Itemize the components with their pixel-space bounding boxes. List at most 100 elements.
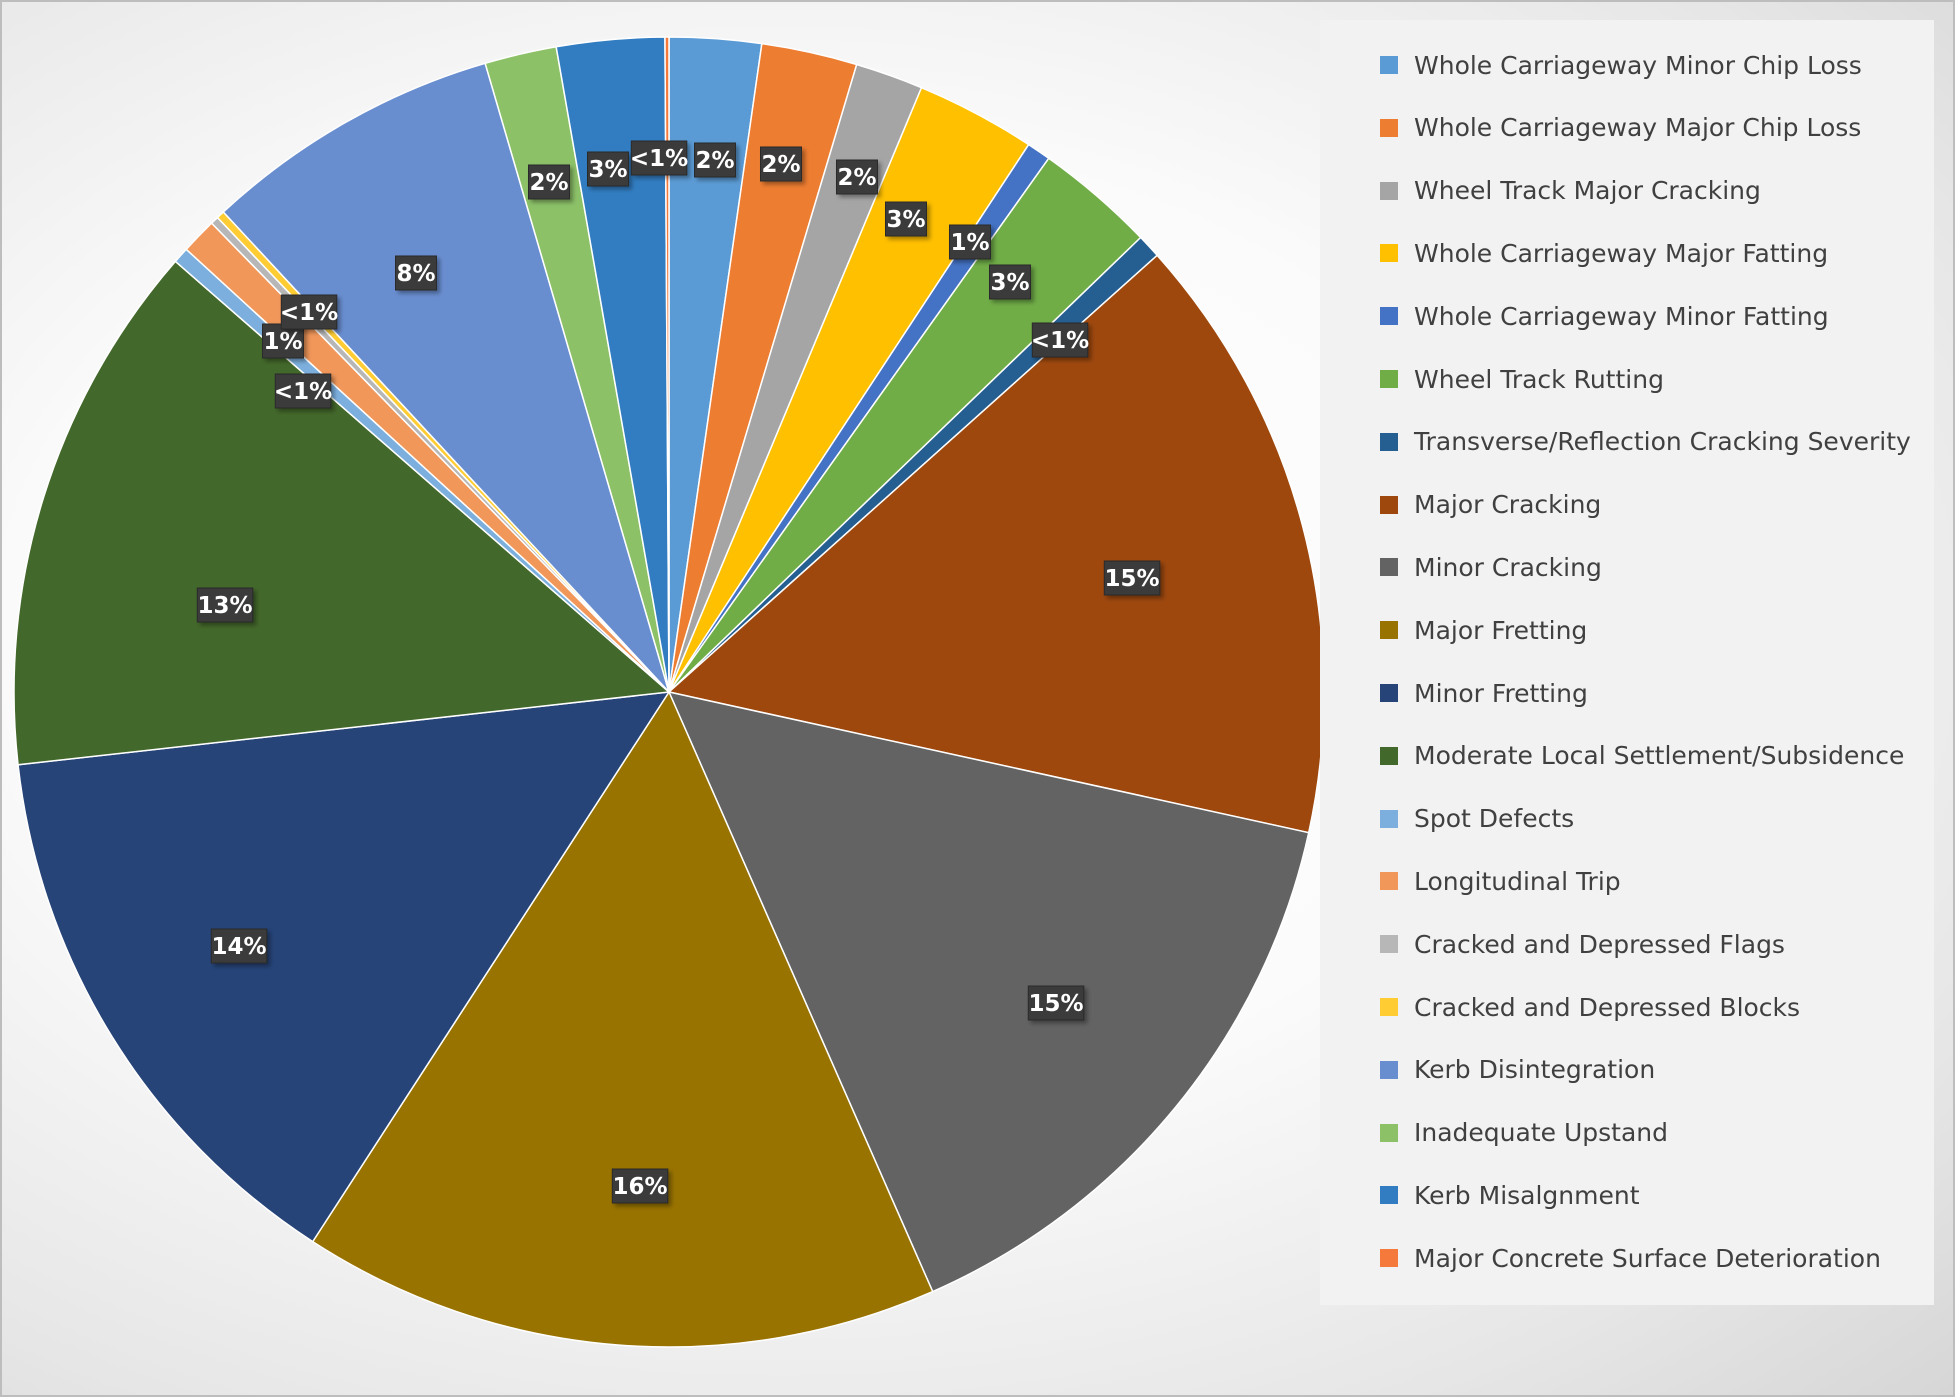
legend-item-12: Spot Defects bbox=[1380, 799, 1574, 839]
data-label-10: 14% bbox=[210, 928, 268, 964]
data-label-box bbox=[1103, 560, 1161, 596]
data-label-box bbox=[395, 255, 437, 291]
legend-label: Wheel Track Rutting bbox=[1414, 364, 1664, 394]
data-label-box bbox=[262, 323, 304, 359]
legend-label: Kerb Disintegration bbox=[1414, 1055, 1656, 1085]
data-label-6: <1% bbox=[1031, 322, 1089, 358]
data-label-text: 1% bbox=[263, 329, 302, 355]
data-label-box bbox=[528, 164, 570, 200]
legend-item-2: Wheel Track Major Cracking bbox=[1380, 171, 1761, 211]
legend-item-6: Transverse/Reflection Cracking Severity bbox=[1380, 422, 1911, 462]
data-label-text: <1% bbox=[1031, 328, 1089, 354]
legend-label: Whole Carriageway Minor Chip Loss bbox=[1414, 50, 1862, 80]
legend-item-7: Major Cracking bbox=[1380, 485, 1601, 525]
legend-swatch bbox=[1380, 432, 1398, 451]
legend-item-18: Kerb Misalgnment bbox=[1380, 1175, 1640, 1215]
data-label-box bbox=[989, 264, 1031, 300]
legend-label: Major Fretting bbox=[1414, 615, 1588, 645]
data-label-box bbox=[274, 373, 332, 409]
legend-swatch bbox=[1380, 118, 1398, 137]
pie-data-labels: 2% 2% 2%3%1%3%<1%15%15%16%14%13%<1%1%<1%8%… bbox=[196, 140, 1161, 1204]
legend-swatch bbox=[1380, 1186, 1398, 1205]
data-label-box bbox=[694, 142, 736, 178]
legend-item-10: Minor Fretting bbox=[1380, 673, 1588, 713]
legend-label: Cracked and Depressed Blocks bbox=[1414, 992, 1801, 1022]
data-label-box bbox=[210, 928, 268, 964]
data-label-14: <1% bbox=[280, 294, 338, 330]
legend-label: Major Concrete Surface Deterioration bbox=[1414, 1243, 1881, 1273]
data-label-16: 8% bbox=[395, 255, 437, 291]
legend-swatch bbox=[1380, 935, 1398, 954]
data-label-text: <1% bbox=[630, 146, 688, 172]
legend-label: Kerb Misalgnment bbox=[1414, 1180, 1640, 1210]
legend-item-11: Moderate Local Settlement/Subsidence bbox=[1380, 736, 1904, 776]
data-label-5: 3% bbox=[989, 264, 1031, 300]
legend-label: Whole Carriageway Major Chip Loss bbox=[1414, 113, 1862, 143]
legend-swatch bbox=[1380, 809, 1398, 828]
legend-item-15: Cracked and Depressed Blocks bbox=[1380, 987, 1800, 1027]
data-label-1: 2% bbox=[760, 146, 802, 182]
legend-item-0: Whole Carriageway Minor Chip Loss bbox=[1380, 45, 1862, 85]
data-label-box bbox=[836, 159, 878, 195]
legend-item-9: Major Fretting bbox=[1380, 610, 1587, 650]
pie-slice-16[interactable] bbox=[222, 62, 670, 693]
legend-label: Transverse/Reflection Cracking Severity bbox=[1414, 427, 1911, 457]
data-label-text: 2% bbox=[837, 165, 876, 191]
data-label-2: 2% bbox=[836, 159, 878, 195]
legend-swatch bbox=[1380, 181, 1398, 200]
data-label-text: 15% bbox=[1104, 566, 1159, 592]
data-label-text: 16% bbox=[612, 1174, 667, 1200]
data-label-11: 13% bbox=[196, 587, 254, 623]
legend-item-16: Kerb Disintegration bbox=[1380, 1050, 1655, 1090]
data-label-text: 1% bbox=[950, 230, 989, 256]
legend-label: Spot Defects bbox=[1414, 804, 1575, 834]
legend-swatch bbox=[1380, 998, 1398, 1016]
legend-swatch bbox=[1380, 558, 1398, 577]
data-label-12: <1% bbox=[274, 373, 332, 409]
data-label-text: 15% bbox=[1028, 991, 1083, 1017]
data-label-box bbox=[587, 151, 629, 187]
legend-item-17: Inadequate Upstand bbox=[1380, 1113, 1668, 1153]
data-label-box bbox=[1027, 985, 1085, 1021]
data-label-text: 3% bbox=[990, 270, 1029, 296]
legend-item-14: Cracked and Depressed Flags bbox=[1380, 924, 1785, 964]
data-label-text: 2% bbox=[695, 148, 734, 174]
legend-item-8: Minor Cracking bbox=[1380, 547, 1602, 587]
data-label-box bbox=[611, 1168, 669, 1204]
legend-item-19: Major Concrete Surface Deterioration bbox=[1380, 1238, 1881, 1278]
legend-label: Major Cracking bbox=[1414, 490, 1602, 520]
legend-item-13: Longitudinal Trip bbox=[1380, 861, 1621, 901]
data-label-0: 2% bbox=[694, 142, 736, 178]
data-label-7: 15% bbox=[1103, 560, 1161, 596]
pie-slice-8[interactable] bbox=[667, 690, 1310, 1293]
legend-swatch bbox=[1380, 621, 1398, 640]
pie-slice-11[interactable] bbox=[13, 260, 671, 766]
legend-label: Minor Fretting bbox=[1414, 678, 1588, 708]
legend-swatch bbox=[1380, 1123, 1398, 1142]
legend-swatch bbox=[1380, 370, 1398, 388]
legend-swatch bbox=[1380, 495, 1398, 514]
data-label-text: 8% bbox=[396, 261, 435, 287]
legend-label: Cracked and Depressed Flags bbox=[1414, 929, 1785, 959]
data-label-19: <1% bbox=[630, 140, 688, 176]
pie-slice-10[interactable] bbox=[17, 691, 671, 1243]
data-label-text: 14% bbox=[211, 934, 266, 960]
data-label-box bbox=[280, 294, 338, 330]
legend-item-1: Whole Carriageway Major Chip Loss bbox=[1380, 108, 1861, 148]
legend-swatch bbox=[1380, 746, 1398, 765]
data-label-text: 2% bbox=[529, 170, 568, 196]
pie-slice-19[interactable] bbox=[664, 36, 670, 693]
legend-swatch bbox=[1380, 307, 1398, 326]
legend-swatch bbox=[1380, 684, 1398, 702]
data-label-17: 2% bbox=[528, 164, 570, 200]
chart-legend: Whole Carriageway Minor Chip Loss Whole C… bbox=[1320, 20, 1934, 1305]
data-label-4: 1% bbox=[949, 224, 991, 260]
data-label-box bbox=[885, 201, 927, 237]
data-label-3: 3% bbox=[885, 201, 927, 237]
data-label-box bbox=[949, 224, 991, 260]
data-label-box bbox=[1031, 322, 1089, 358]
pie-slice-9[interactable] bbox=[311, 690, 934, 1348]
legend-swatch bbox=[1380, 872, 1398, 891]
